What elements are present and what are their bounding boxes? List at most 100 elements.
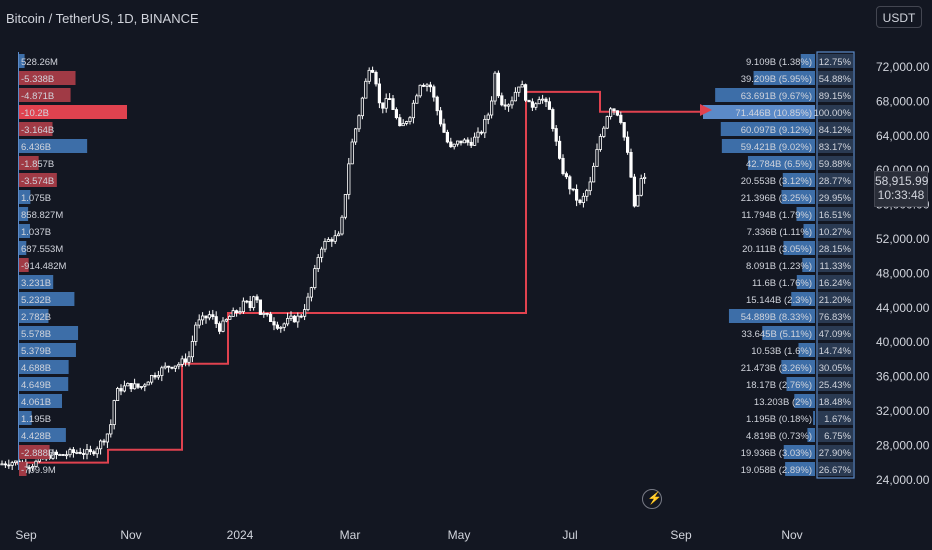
candle-body (228, 316, 232, 320)
candle (309, 286, 314, 302)
candle-body (255, 296, 259, 301)
candle-body (136, 383, 140, 388)
candle (160, 365, 164, 382)
candle (82, 448, 86, 460)
candle (255, 294, 259, 303)
delta-bar (19, 292, 75, 306)
currency-selector-button[interactable]: USDT (876, 6, 922, 28)
delta-row: 3.231B (19, 275, 54, 289)
candle-body (595, 149, 599, 167)
y-tick-label: 48,000.00 (876, 266, 930, 280)
candle (551, 107, 555, 132)
candle (132, 378, 137, 390)
candle (530, 98, 535, 111)
y-tick-label: 36,000.00 (876, 370, 930, 384)
delta-label: -914.482M (21, 261, 67, 272)
candle (493, 71, 497, 105)
candle (571, 188, 575, 192)
candle (95, 446, 99, 458)
candle (479, 130, 484, 136)
profile-row: 71.446B (10.85%) 100.00% (703, 105, 853, 119)
profile-row: 19.936B (3.03%) 27.90% (741, 445, 853, 459)
candle (180, 355, 184, 367)
candle (333, 230, 337, 245)
volume-label: 11.6B (1.76%) (752, 278, 812, 289)
candle-body (309, 287, 314, 298)
profile-pct-cell (818, 54, 853, 68)
candle (506, 103, 511, 112)
delta-row: -914.482M (19, 258, 67, 272)
candle-body (211, 314, 215, 317)
candle (153, 372, 157, 380)
candle (7, 459, 11, 469)
candle (605, 115, 609, 130)
candle (428, 81, 433, 93)
candle-body (109, 424, 113, 435)
candle-body (558, 140, 562, 159)
volume-bar (800, 54, 815, 68)
candle (629, 148, 633, 178)
candle-body (166, 365, 171, 368)
candle-body (262, 312, 266, 315)
candle-body (336, 233, 341, 237)
volume-bar (781, 360, 815, 374)
volume-pct: 25.43% (819, 380, 852, 391)
volume-bar (807, 428, 815, 442)
delta-bar (19, 326, 79, 340)
candle-body (340, 216, 344, 235)
candle (149, 374, 154, 385)
candle (272, 317, 276, 331)
y-tick-label: 52,000.00 (876, 232, 930, 246)
candle-body (58, 454, 62, 456)
candle-body (156, 375, 160, 378)
candle-body (163, 365, 167, 369)
profile-pct-cell (818, 377, 853, 391)
x-axis: Sep Nov 2024 Mar May Jul Sep Nov (15, 528, 802, 542)
candle (214, 311, 218, 328)
candle-body (629, 151, 633, 178)
profile-row: 19.058B (2.89%) 26.67% (741, 462, 853, 476)
candle-body (282, 323, 286, 328)
candle (119, 384, 123, 396)
y-tick-label: 44,000.00 (876, 301, 930, 315)
candle (626, 131, 630, 155)
volume-bar (794, 394, 815, 408)
candle-body (197, 319, 201, 326)
lightning-icon[interactable]: ⚡ (642, 489, 662, 509)
candle (558, 135, 562, 160)
candle-body (551, 109, 555, 129)
candle-body (500, 95, 504, 106)
candle-body (27, 467, 31, 469)
candle-body (180, 358, 184, 365)
candle (3, 461, 7, 468)
profile-row: 9.109B (1.38%) 12.75% (746, 54, 853, 68)
candle-body (401, 123, 405, 127)
current-price: 58,915.99 (875, 174, 929, 188)
candle-body (65, 454, 69, 457)
delta-row: -4.871B (19, 88, 71, 102)
profile-row: 7.336B (1.11%) 10.27% (747, 224, 853, 238)
delta-label: 4.649B (21, 380, 51, 391)
candle (27, 464, 31, 474)
candle-body (615, 110, 620, 116)
y-tick-label: 40,000.00 (876, 335, 930, 349)
candle (520, 80, 524, 88)
volume-pct: 26.67% (819, 465, 852, 476)
candle (435, 95, 439, 116)
candle (489, 96, 494, 119)
candle (445, 129, 450, 144)
profile-pct-cell (818, 241, 853, 255)
poc-step-line (15, 90, 700, 464)
profile-row: 33.645B (5.11%) 47.09% (741, 326, 853, 340)
candle-body (605, 116, 609, 129)
candle-body (343, 194, 348, 218)
candle-body (449, 141, 453, 148)
candle-body (547, 101, 552, 110)
volume-pct: 11.33% (819, 261, 851, 272)
candle-body (292, 315, 297, 323)
candle (156, 370, 160, 380)
candle-body (7, 464, 11, 467)
candle (343, 194, 348, 220)
candle (285, 312, 290, 327)
